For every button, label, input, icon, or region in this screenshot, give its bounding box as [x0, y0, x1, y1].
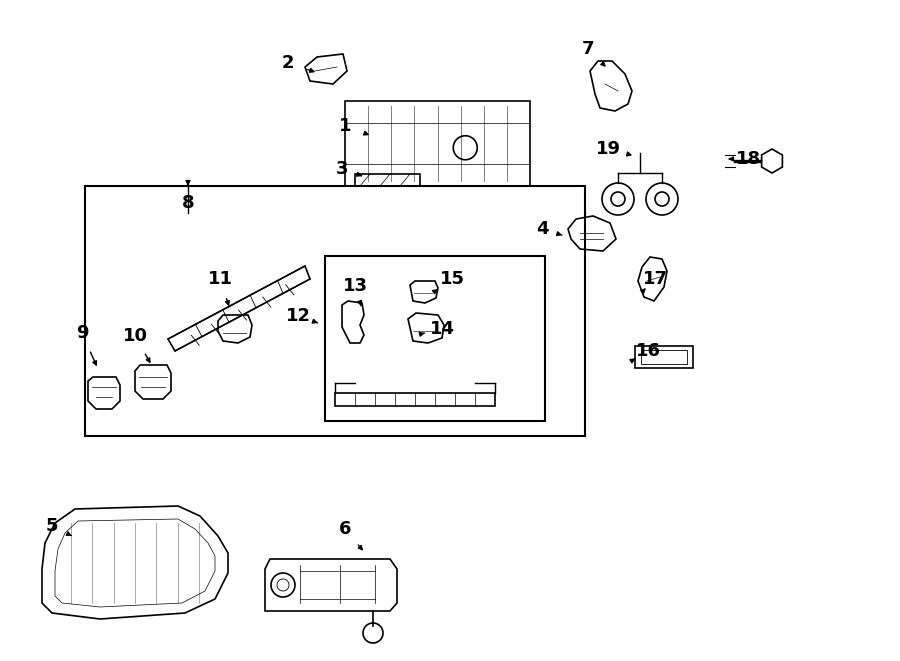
Text: 9: 9: [76, 324, 88, 342]
Text: 15: 15: [439, 270, 464, 288]
Bar: [635, 346, 693, 368]
Bar: [345, 101, 530, 186]
Bar: [335, 393, 495, 406]
Text: 10: 10: [122, 327, 148, 345]
Text: 13: 13: [343, 277, 367, 295]
Text: 11: 11: [208, 270, 232, 288]
Text: 6: 6: [338, 520, 351, 538]
Text: 3: 3: [336, 160, 348, 178]
Text: 5: 5: [46, 517, 58, 535]
Bar: [85, 186, 585, 436]
Text: 16: 16: [635, 342, 661, 360]
Text: 1: 1: [338, 117, 351, 135]
Bar: [641, 350, 687, 364]
Text: 14: 14: [429, 320, 454, 338]
Text: 8: 8: [182, 194, 194, 212]
Text: 7: 7: [581, 40, 594, 58]
Text: 2: 2: [282, 54, 294, 72]
Bar: [325, 256, 545, 421]
Text: 18: 18: [735, 150, 760, 168]
Text: 17: 17: [643, 270, 668, 288]
Text: 12: 12: [285, 307, 310, 325]
Text: 19: 19: [596, 140, 620, 158]
Text: 4: 4: [536, 220, 548, 238]
Bar: [355, 174, 420, 186]
